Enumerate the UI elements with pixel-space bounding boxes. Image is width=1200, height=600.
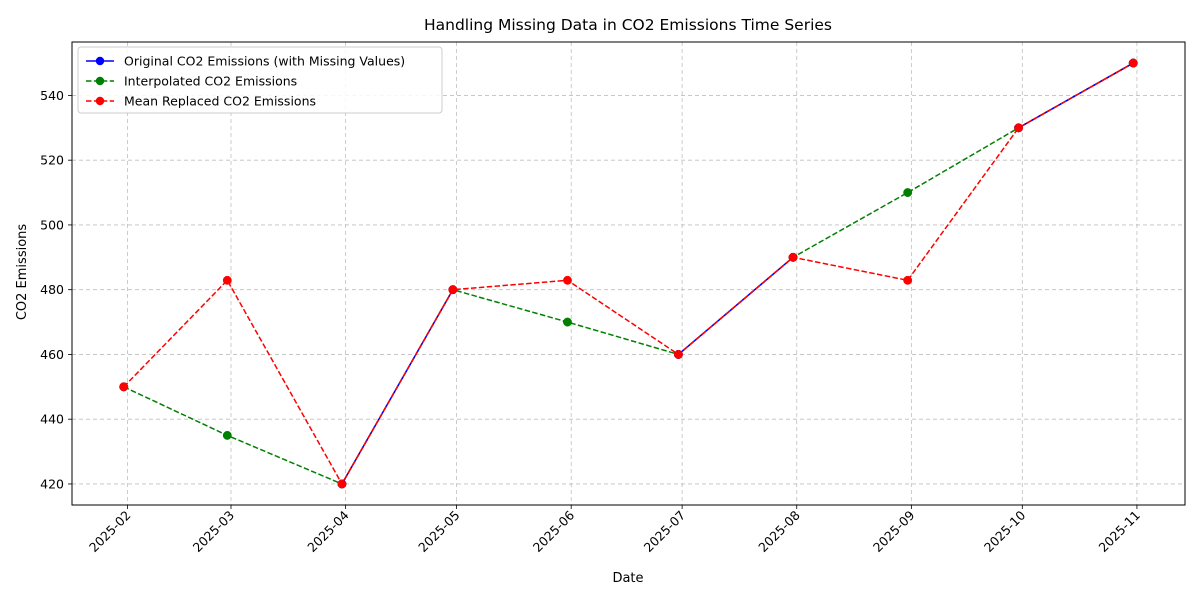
y-tick-label: 440	[40, 412, 64, 427]
y-axis-label: CO2 Emissions	[15, 224, 30, 321]
y-tick-label: 520	[40, 153, 64, 168]
y-tick-label: 500	[40, 217, 64, 232]
series-line-mean-replaced	[123, 62, 1134, 486]
y-tick-label: 460	[40, 347, 64, 362]
series-interpolated	[119, 58, 1138, 489]
data-point-interpolated	[222, 430, 232, 440]
legend-label-mean-replaced: Mean Replaced CO2 Emissions	[124, 94, 316, 109]
y-tick-label: 480	[40, 282, 64, 297]
x-axis-label: Date	[612, 571, 643, 586]
x-tick-label: 2025-10	[981, 507, 1029, 555]
series-lines	[119, 58, 1138, 489]
legend-label-original: Original CO2 Emissions (with Missing Val…	[124, 54, 405, 69]
legend-marker-interpolated	[95, 76, 105, 86]
data-point-mean-replaced	[1014, 123, 1024, 133]
data-point-interpolated	[903, 188, 913, 198]
x-tick-label: 2025-04	[304, 507, 352, 555]
series-original	[119, 58, 1138, 489]
x-tick-label: 2025-02	[86, 508, 134, 556]
series-line-interpolated	[123, 62, 1134, 485]
x-tick-label: 2025-07	[641, 508, 689, 556]
data-point-mean-replaced	[673, 349, 683, 359]
x-tick-label: 2025-11	[1096, 508, 1144, 556]
data-point-mean-replaced	[903, 275, 913, 285]
data-point-mean-replaced	[337, 479, 347, 489]
legend-marker-original	[95, 56, 105, 66]
legend-marker-mean-replaced	[95, 96, 105, 106]
data-point-interpolated	[563, 317, 572, 327]
x-tick-label: 2025-06	[530, 507, 578, 555]
data-point-mean-replaced	[1128, 58, 1138, 68]
grid	[72, 42, 1185, 505]
data-point-mean-replaced	[448, 285, 458, 295]
x-tick-label: 2025-08	[755, 507, 803, 555]
series-mean-replaced	[119, 58, 1138, 489]
legend: Original CO2 Emissions (with Missing Val…	[77, 46, 443, 114]
y-tick-label: 420	[40, 476, 64, 491]
legend-label-interpolated: Interpolated CO2 Emissions	[124, 74, 297, 89]
data-point-mean-replaced	[788, 252, 798, 262]
legend-box	[77, 46, 443, 114]
x-tick-label: 2025-09	[870, 507, 918, 555]
y-tick-label: 540	[40, 88, 64, 103]
x-tick-label: 2025-03	[190, 508, 238, 556]
data-point-mean-replaced	[563, 275, 572, 285]
x-tick-label: 2025-05	[415, 508, 463, 556]
axis-ticks: 420 440 460 480 500 520 540 2025-02 2025-03 2025-…	[40, 88, 1143, 555]
data-point-mean-replaced	[119, 382, 129, 392]
chart-title: Handling Missing Data in CO2 Emissions T…	[424, 16, 832, 34]
data-point-mean-replaced	[222, 275, 232, 285]
plot-frame	[71, 41, 1186, 506]
